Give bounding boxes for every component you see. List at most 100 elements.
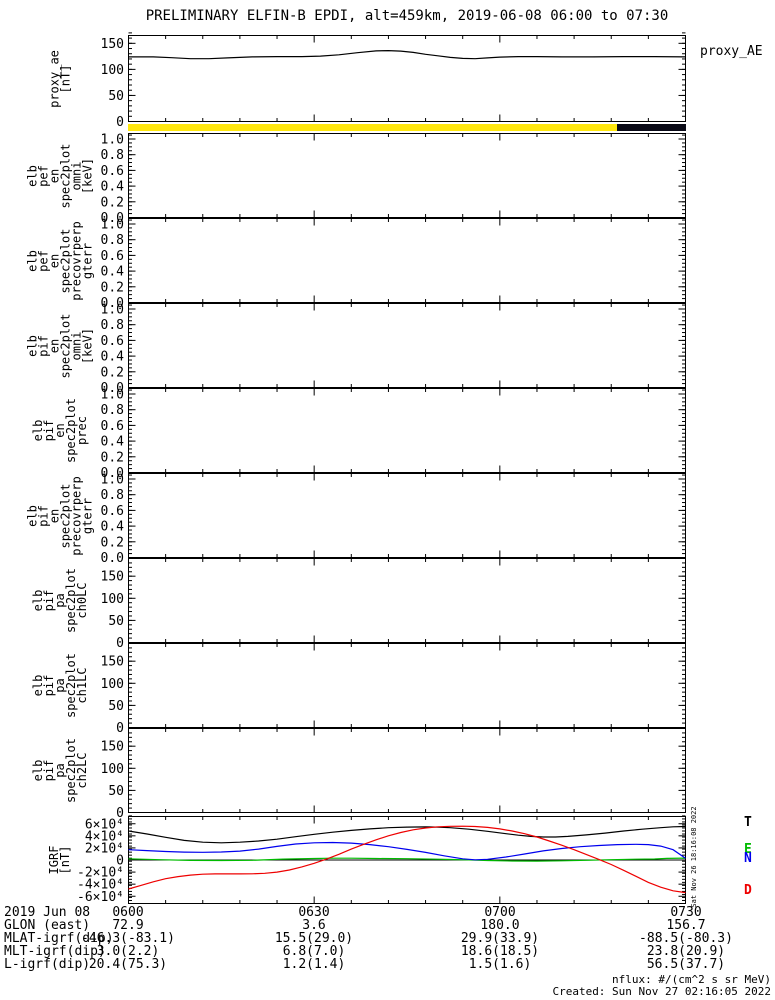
panel-proxy_ae: 0 50 100 150 proxy_ae [nT] [0, 32, 775, 130]
legend-letter-D: D [744, 882, 752, 898]
panel-pef_en_omni: 0.0 0.2 0.4 0.6 0.8 1.0 elb pef en spec2plot o… [0, 132, 775, 226]
pif_en_omni-ytick-label: 0.8 [101, 318, 124, 333]
sunlight-colorbar [128, 124, 686, 131]
table-cell-r2c3: -88.5(-80.3) [639, 931, 733, 946]
igrf-ytick-label: -2×10⁴ [77, 866, 124, 881]
proxy_ae-series-proxy_AE [128, 49, 686, 60]
footer-nflux-units: nflux: #/(cm^2 s sr MeV) [612, 973, 771, 986]
pif_en_precovrperp_gterr-ytick-label: 0.8 [101, 488, 124, 503]
pef_en_precovrperp_gterr-ytick-label: 0.0 [101, 296, 124, 311]
proxy_ae-ytick-label: 150 [101, 37, 124, 52]
pif_en_prec-ytick-label: 1.0 [101, 387, 124, 402]
table-row-label-0: 2019 Jun 08 [4, 905, 91, 920]
pif_en_precovrperp_gterr-ytick-label: 0.6 [101, 504, 124, 519]
table-cell-r4c1: 1.2(1.4) [282, 957, 346, 972]
plot-title: PRELIMINARY ELFIN-B EPDI, alt=459km, 201… [145, 8, 669, 24]
ylabel-pef_en_precovrperp_gterr: elb pef en spec2plot precovrperp gterr [25, 220, 94, 301]
panel-pif_en_prec: 0.0 0.2 0.4 0.6 0.8 1.0 elb pif en spec2plot p… [0, 387, 775, 481]
pif_en_precovrperp_gterr-ytick-label: 1.0 [101, 472, 124, 487]
ylabel-pif_pa_ch2LC: elb pif pa spec2plot ch2LC [30, 737, 89, 804]
pif_pa_ch0LC-ytick-label: 0 [116, 636, 124, 651]
igrf-ytick-label: 4×10⁴ [85, 829, 124, 844]
table-cell-r1c0: 72.9 [112, 918, 144, 933]
pif_pa_ch0LC-ytick-label: 50 [108, 614, 124, 629]
pef_en_omni-ytick-label: 1.0 [101, 132, 124, 147]
proxy-ae-right-label: proxy_AE [700, 44, 763, 59]
ylabel-pif_pa_ch1LC: elb pif pa spec2plot ch1LC [30, 652, 89, 719]
legend-letter-E: E [744, 841, 752, 857]
pef_en_precovrperp_gterr-ytick-label: 0.4 [101, 265, 125, 280]
pif_pa_ch1LC-ytick-label: 50 [108, 699, 124, 714]
table-cell-r0c0: 0600 [112, 905, 144, 920]
colorbar-segment-0 [128, 124, 617, 131]
panel-igrf: -6×10⁴ -4×10⁴ -2×10⁴ 0 2×10⁴ 4×10⁴ 6×10⁴ IGRF [… [0, 815, 775, 905]
colorbar-segment-1 [616, 124, 686, 131]
pif_en_precovrperp_gterr-plot-svg: 0.00.20.40.60.81.0 [101, 472, 686, 566]
pif_en_prec-ytick-label: 0.2 [101, 450, 124, 465]
pif_en_prec-ytick-label: 0.6 [101, 419, 124, 434]
igrf-series-T [128, 825, 686, 844]
igrf-ytick-label: -4×10⁴ [77, 878, 124, 893]
table-cell-r3c2: 18.6(18.5) [460, 944, 540, 959]
footer: nflux: #/(cm^2 s sr MeV) Created: Sun No… [552, 974, 771, 998]
table-cell-r2c1: 15.5(29.0) [274, 931, 354, 946]
table-cell-r2c0: -46.3(-83.1) [81, 931, 175, 946]
panel-pef_en_precovrperp_gterr: 0.0 0.2 0.4 0.6 0.8 1.0 elb pef en spec2plot p… [0, 217, 775, 311]
legend-letter-N: N [744, 851, 752, 867]
igrf-ytick-label: 6×10⁴ [85, 817, 124, 832]
table-cell-r3c0: 3.0(2.2) [96, 944, 160, 959]
igrf-ytick-label: 0 [116, 854, 124, 869]
pif_en_prec-ytick-label: 0.4 [101, 435, 125, 450]
pif_en_omni-ytick-label: 0.6 [101, 334, 124, 349]
pif_en_prec-ytick-label: 0.8 [101, 403, 124, 418]
vertical-timestamp: Sat Nov 26 18:16:08 2022 [690, 806, 698, 908]
panel-pif_pa_ch2LC: 0 50 100 150 elb pif pa spec2plot ch2LC [0, 728, 775, 821]
pef_en_precovrperp_gterr-ytick-label: 0.6 [101, 249, 124, 264]
table-cell-r2c2: 29.9(33.9) [460, 931, 540, 946]
pif_pa_ch1LC-ytick-label: 0 [116, 721, 124, 736]
table-cell-r4c2: 1.5(1.6) [468, 957, 532, 972]
pef_en_precovrperp_gterr-ytick-label: 0.8 [101, 233, 124, 248]
proxy_ae-ytick-label: 0 [116, 115, 124, 130]
pef_en_omni-plot-svg: 0.00.20.40.60.81.0 [101, 132, 686, 226]
igrf-ytick-label: -6×10⁴ [77, 890, 124, 905]
ylabel-pif_en_precovrperp_gterr: elb pif en spec2plot precovrperp gterr [25, 475, 94, 556]
pef_en_omni-ytick-label: 0.2 [101, 195, 124, 210]
pif_pa_ch0LC-ytick-label: 100 [101, 592, 124, 607]
pif_en_precovrperp_gterr-ytick-label: 0.2 [101, 535, 124, 550]
table-cell-r4c3: 56.5(37.7) [646, 957, 726, 972]
table-cell-r1c3: 156.7 [666, 918, 706, 933]
panel-pif_pa_ch1LC: 0 50 100 150 elb pif pa spec2plot ch1LC [0, 643, 775, 736]
pef_en_omni-ytick-label: 0.0 [101, 211, 124, 226]
table-cell-r0c2: 0700 [484, 905, 516, 920]
table-cell-r0c1: 0630 [298, 905, 330, 920]
pif_pa_ch2LC-ytick-label: 100 [101, 762, 124, 777]
panel-pif_en_omni: 0.0 0.2 0.4 0.6 0.8 1.0 elb pif en spec2plot o… [0, 302, 775, 396]
pif_en_omni-ytick-label: 1.0 [101, 302, 124, 317]
table-cell-r1c2: 180.0 [480, 918, 520, 933]
pif_en_precovrperp_gterr-ytick-label: 0.0 [101, 551, 124, 566]
table-cell-r4c0: 20.4(75.3) [88, 957, 168, 972]
igrf-series-D [128, 825, 686, 894]
proxy_ae-plot-svg: 0 50 100 150 [101, 32, 686, 130]
proxy_ae-ytick-label: 50 [108, 89, 124, 104]
table-cell-r3c3: 23.8(20.9) [646, 944, 726, 959]
ylabel-pif_en_omni: elb pif en spec2plot omni [keV] [25, 312, 94, 379]
pif_en_precovrperp_gterr-ytick-label: 0.4 [101, 520, 125, 535]
proxy_ae-ytick-label: 100 [101, 63, 124, 78]
table-row-label-3: MLT-igrf(dip) [4, 944, 106, 959]
panel-pif_pa_ch0LC: 0 50 100 150 elb pif pa spec2plot ch0LC [0, 558, 775, 651]
ylabel-pif_pa_ch0LC: elb pif pa spec2plot ch0LC [30, 567, 89, 634]
pef_en_precovrperp_gterr-ytick-label: 1.0 [101, 217, 124, 232]
pif_en_prec-ytick-label: 0.0 [101, 466, 124, 481]
pif_pa_ch2LC-plot-svg: 0 50 100 150 [101, 728, 686, 821]
igrf-ytick-label: 2×10⁴ [85, 841, 124, 856]
pif_pa_ch2LC-ytick-label: 150 [101, 740, 124, 755]
pif_pa_ch1LC-ytick-label: 150 [101, 655, 124, 670]
ylabel-pef_en_omni: elb pef en spec2plot omni [keV] [25, 142, 94, 209]
table-cell-r1c1: 3.6 [302, 918, 326, 933]
pif_pa_ch2LC-ytick-label: 50 [108, 784, 124, 799]
pif_pa_ch0LC-plot-svg: 0 50 100 150 [101, 558, 686, 651]
pif_pa_ch2LC-ytick-label: 0 [116, 806, 124, 821]
